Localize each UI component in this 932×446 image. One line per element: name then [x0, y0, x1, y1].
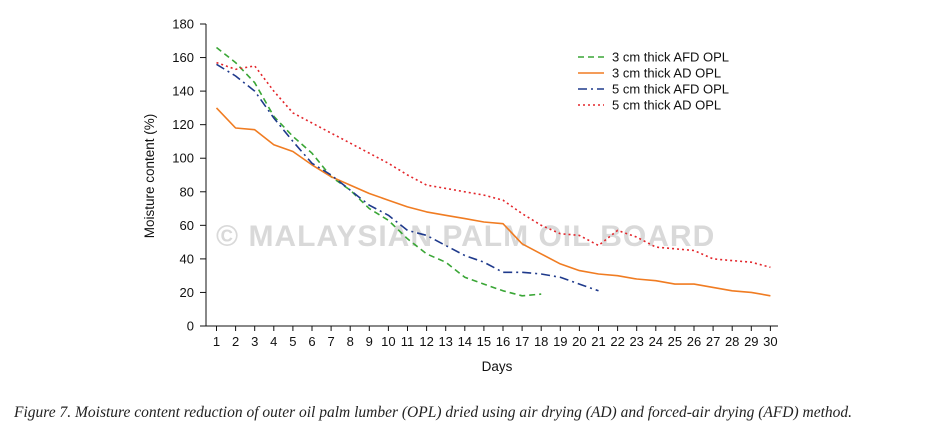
y-tick-label: 40 — [180, 251, 194, 266]
x-tick-label: 4 — [270, 334, 277, 349]
y-tick-label: 20 — [180, 285, 194, 300]
y-axis-ticks: 0 20 40 60 80 100 120 140 160 180 — [172, 17, 206, 334]
x-tick-label: 16 — [496, 334, 510, 349]
figure-caption: Figure 7. Moisture content reduction of … — [14, 404, 853, 421]
x-tick-label: 26 — [687, 334, 701, 349]
series-lines — [215, 46, 771, 297]
series-line-1 — [216, 46, 542, 297]
x-tick-label: 30 — [763, 334, 777, 349]
x-tick-label: 18 — [534, 334, 548, 349]
x-tick-label: 25 — [668, 334, 682, 349]
x-tick-label: 5 — [289, 334, 296, 349]
x-tick-label: 22 — [610, 334, 624, 349]
y-tick-label: 0 — [187, 319, 194, 334]
x-tick-label: 28 — [725, 334, 739, 349]
x-tick-label: 8 — [347, 334, 354, 349]
x-axis-label: Days — [482, 359, 513, 374]
x-tick-label: 29 — [744, 334, 758, 349]
x-tick-label: 2 — [232, 334, 239, 349]
x-tick-label: 7 — [327, 334, 334, 349]
x-tick-label: 3 — [251, 334, 258, 349]
legend-label-3: 5 cm thick AFD OPL — [612, 82, 729, 97]
x-tick-label: 24 — [649, 334, 663, 349]
y-tick-label: 180 — [172, 17, 194, 32]
x-tick-label: 17 — [515, 334, 529, 349]
x-tick-label: 13 — [438, 334, 452, 349]
y-tick-label: 100 — [172, 151, 194, 166]
y-axis-label: Moisture content (%) — [142, 114, 157, 239]
y-tick-label: 140 — [172, 84, 194, 99]
x-tick-label: 10 — [381, 334, 395, 349]
x-tick-label: 23 — [629, 334, 643, 349]
x-tick-label: 9 — [366, 334, 373, 349]
x-tick-label: 6 — [308, 334, 315, 349]
watermark-text: © MALAYSIAN PALM OIL BOARD — [216, 220, 715, 253]
x-tick-label: 21 — [591, 334, 605, 349]
legend-label-4: 5 cm thick AD OPL — [612, 98, 721, 113]
series-line-3 — [216, 63, 599, 292]
x-tick-label: 12 — [419, 334, 433, 349]
x-tick-label: 15 — [477, 334, 491, 349]
y-tick-label: 60 — [180, 218, 194, 233]
y-tick-label: 80 — [180, 184, 194, 199]
legend-label-1: 3 cm thick AFD OPL — [612, 50, 729, 65]
y-tick-label: 160 — [172, 50, 194, 65]
x-axis-ticks: 1 2 3 4 5 6 7 8 9 10 11 12 13 14 15 16 17 18 19 20 21 22 23 24 2… — [213, 326, 778, 349]
series-line-2 — [215, 107, 771, 297]
series-line-4 — [216, 61, 771, 269]
x-tick-label: 11 — [401, 334, 415, 349]
y-tick-label: 120 — [172, 117, 194, 132]
x-tick-label: 20 — [572, 334, 586, 349]
x-tick-label: 19 — [553, 334, 567, 349]
x-tick-label: 27 — [706, 334, 720, 349]
x-tick-label: 14 — [458, 334, 472, 349]
x-tick-label: 1 — [213, 334, 220, 349]
moisture-content-chart: © MALAYSIAN PALM OIL BOARD 0 20 40 60 80 100 1… — [142, 17, 778, 374]
legend-label-2: 3 cm thick AD OPL — [612, 66, 721, 81]
